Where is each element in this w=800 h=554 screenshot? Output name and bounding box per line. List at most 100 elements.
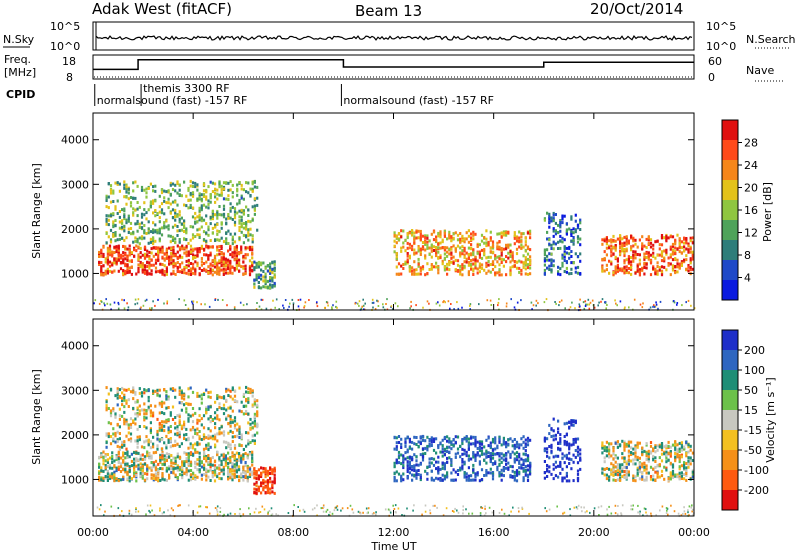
scatter-cell <box>146 253 149 257</box>
scatter-cell <box>117 258 120 262</box>
scatter-cell <box>548 212 551 216</box>
scatter-cell <box>450 246 453 250</box>
scatter-cell <box>269 476 272 480</box>
scatter-cell <box>191 206 195 210</box>
scatter-cell <box>472 248 475 252</box>
scatter-cell <box>561 253 564 257</box>
scatter-cell <box>125 418 128 422</box>
scatter-cell <box>171 182 175 186</box>
scatter-cell <box>209 429 212 433</box>
noise-cell <box>192 300 195 303</box>
scatter-cell <box>522 446 525 450</box>
scatter-cell <box>502 439 505 443</box>
scatter-cell <box>178 183 181 187</box>
noise-cell <box>137 298 140 301</box>
scatter-cell <box>98 478 101 482</box>
noise-cell <box>214 299 216 301</box>
scatter-cell <box>165 434 168 438</box>
scatter-cell <box>108 466 112 470</box>
noise-cell <box>376 299 378 302</box>
noise-cell <box>579 305 581 308</box>
scatter-cell <box>400 462 403 466</box>
noise-cell <box>278 308 280 311</box>
scatter-cell <box>225 389 228 393</box>
scatter-cell <box>178 413 181 417</box>
scatter-cell <box>643 255 646 259</box>
scatter-cell <box>189 250 193 254</box>
scatter-cell <box>147 443 150 447</box>
scatter-cell <box>413 235 416 239</box>
scatter-cell <box>139 265 142 269</box>
scatter-cell <box>165 452 168 456</box>
scatter-cell <box>152 477 155 480</box>
scatter-cell <box>511 469 514 473</box>
scatter-cell <box>112 439 115 443</box>
scatter-cell <box>417 445 420 449</box>
scatter-cell <box>146 467 149 471</box>
scatter-cell <box>406 448 409 452</box>
scatter-cell <box>127 431 130 435</box>
scatter-cell <box>129 432 133 436</box>
scatter-cell <box>518 452 521 456</box>
scatter-cell <box>244 461 247 464</box>
scatter-cell <box>498 458 501 462</box>
scatter-cell <box>216 245 219 249</box>
scatter-cell <box>158 205 161 209</box>
scatter-cell <box>467 478 470 482</box>
scatter-cell <box>185 470 188 474</box>
scatter-cell <box>574 252 577 256</box>
scatter-cell <box>437 256 440 260</box>
scatter-cell <box>139 466 142 470</box>
scatter-cell <box>134 400 137 404</box>
scatter-cell <box>552 467 555 471</box>
scatter-cell <box>222 457 225 461</box>
scatter-cell <box>561 217 564 221</box>
scatter-cell <box>123 183 126 187</box>
scatter-cell <box>511 254 514 258</box>
scatter-cell <box>227 457 230 461</box>
scatter-cell <box>106 458 109 462</box>
scatter-cell <box>214 422 217 426</box>
scatter-cell <box>198 430 201 433</box>
scatter-cell <box>233 444 237 447</box>
scatter-cell <box>448 440 451 444</box>
scatter-cell <box>552 455 555 459</box>
noise-cell <box>144 299 147 302</box>
scatter-cell <box>408 471 411 475</box>
scatter-cell <box>229 232 232 236</box>
scatter-cell <box>138 222 141 226</box>
scatter-cell <box>507 450 510 454</box>
scatter-cell <box>181 460 184 464</box>
scatter-cell <box>406 460 409 464</box>
noise-cell <box>673 301 676 304</box>
scatter-cell <box>554 229 557 233</box>
scatter-cell <box>169 387 172 391</box>
scatter-cell <box>98 250 101 254</box>
scatter-cell <box>157 251 160 254</box>
scatter-cell <box>143 415 146 419</box>
scatter-cell <box>148 255 151 258</box>
scatter-cell <box>238 229 241 232</box>
scatter-cell <box>446 237 449 241</box>
scatter-cell <box>248 470 252 474</box>
scatter-cell <box>543 471 546 475</box>
scatter-cell <box>448 263 451 267</box>
scatter-cell <box>419 462 422 466</box>
scatter-cell <box>393 231 396 235</box>
scatter-cell <box>500 473 503 477</box>
scatter-cell <box>220 188 223 192</box>
noise-cell <box>628 306 630 309</box>
scatter-cell <box>630 266 633 269</box>
scatter-cell <box>255 278 258 282</box>
scatter-cell <box>485 237 488 241</box>
scatter-cell <box>652 255 655 258</box>
scatter-cell <box>180 389 183 393</box>
scatter-cell <box>106 469 109 473</box>
scatter-cell <box>231 388 234 392</box>
scatter-cell <box>165 390 168 394</box>
scatter-cell <box>485 450 488 454</box>
scatter-cell <box>191 420 195 424</box>
scatter-cell <box>500 468 503 472</box>
scatter-cell <box>526 464 530 468</box>
scatter-cell <box>643 257 646 261</box>
